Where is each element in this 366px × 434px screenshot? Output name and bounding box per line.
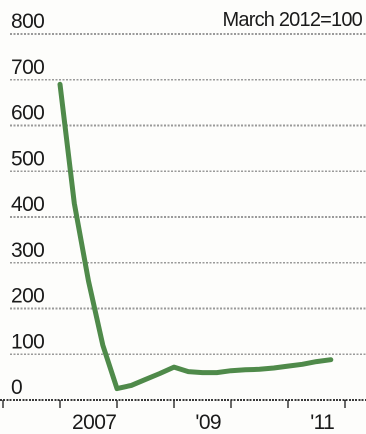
y-axis-tick-labels: 0 100 200 300 400 500 600 700 800	[11, 10, 45, 399]
series-line-0	[57, 81, 334, 392]
y-tick-label-700: 700	[11, 56, 44, 79]
y-tick-label-0: 0	[11, 376, 22, 399]
y-tick-label-600: 600	[11, 102, 44, 125]
y-tick-label-800: 800	[11, 10, 44, 33]
y-tick-label-300: 300	[11, 239, 44, 262]
y-tick-label-400: 400	[11, 193, 44, 216]
x-tick-label-2007: 2007	[72, 411, 116, 434]
x-tick-label-'11: '11	[310, 411, 334, 434]
x-tick-label-'09: '09	[195, 411, 221, 434]
y-tick-label-500: 500	[11, 147, 44, 170]
series-layer	[57, 81, 334, 392]
y-tick-label-100: 100	[11, 330, 44, 353]
grid-lines	[10, 33, 366, 356]
x-axis: 2007'09'11'13'15	[0, 399, 366, 434]
unit-note-label: March 2012=100	[223, 9, 363, 31]
y-tick-label-200: 200	[11, 285, 44, 308]
